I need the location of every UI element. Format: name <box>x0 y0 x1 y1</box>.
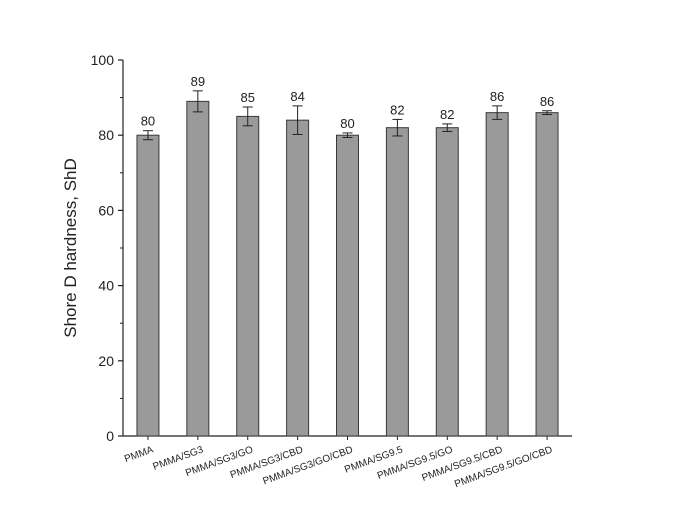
error-bars <box>142 90 553 141</box>
data-label: 86 <box>490 89 504 104</box>
bar <box>286 119 310 437</box>
y-ticks: 0 20 40 60 80 100 <box>91 52 123 444</box>
y-tick-label: 60 <box>98 202 114 218</box>
error-bar <box>242 106 253 127</box>
x-category-labels: PMMAPMMA/SG3PMMA/SG3/GOPMMA/SG3/CBDPMMA/… <box>123 444 554 490</box>
error-bar <box>542 110 553 116</box>
data-labels: 80 89 85 84 80 82 82 86 86 <box>141 74 555 131</box>
data-label: 80 <box>340 116 354 131</box>
bar <box>385 127 409 437</box>
data-label: 82 <box>440 107 454 122</box>
bar <box>336 134 359 437</box>
bar <box>485 112 509 437</box>
bar <box>236 115 260 437</box>
bar <box>535 112 559 437</box>
y-tick-label: 40 <box>98 278 114 294</box>
error-bar <box>492 105 503 120</box>
error-bar <box>342 132 353 138</box>
error-bar <box>442 123 453 132</box>
data-label: 80 <box>141 114 155 129</box>
bar <box>186 100 210 437</box>
error-bar <box>392 118 403 137</box>
data-label: 86 <box>540 94 554 109</box>
bars <box>136 100 559 437</box>
data-label: 85 <box>240 90 254 105</box>
data-label: 82 <box>390 102 404 117</box>
y-tick-label: 100 <box>91 52 115 68</box>
bar <box>435 127 459 437</box>
data-label: 84 <box>290 89 304 104</box>
error-bar <box>192 90 203 113</box>
bar <box>136 134 160 437</box>
y-tick-label: 80 <box>98 127 114 143</box>
y-tick-label: 20 <box>98 353 114 369</box>
error-bar <box>292 105 303 135</box>
y-tick-label: 0 <box>106 428 114 444</box>
error-bar <box>142 130 153 141</box>
x-category-label: PMMA/SG3/GO/CBD <box>261 444 354 487</box>
data-label: 89 <box>191 74 205 89</box>
y-axis-title: Shore D hardness, ShD <box>61 158 80 338</box>
